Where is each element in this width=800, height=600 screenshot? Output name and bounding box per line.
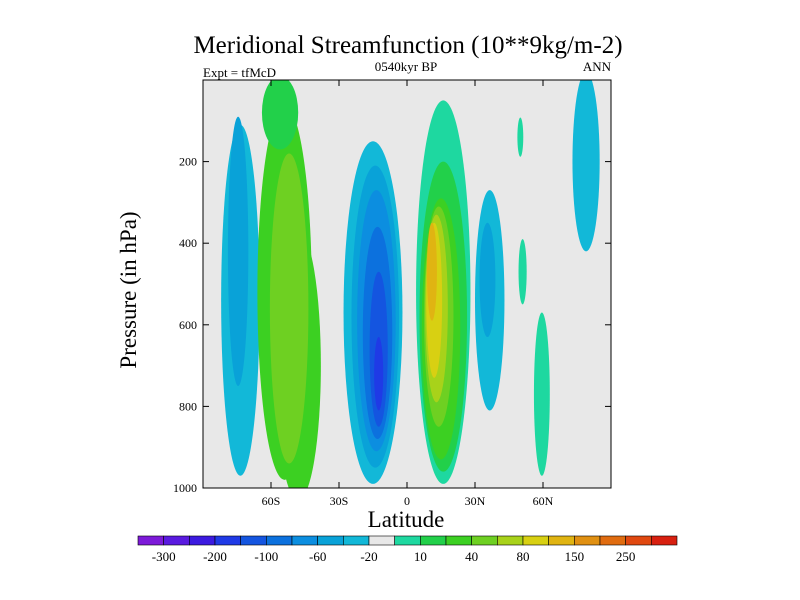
colorbar-swatch bbox=[625, 535, 652, 546]
colorbar-swatch bbox=[522, 535, 549, 546]
ferrel-cell-south-core bbox=[269, 153, 309, 464]
x-axis-label: Latitude bbox=[368, 507, 445, 532]
chart-title: Meridional Streamfunction (10**9kg/m-2) bbox=[193, 32, 622, 59]
hadley-cell-north-core bbox=[426, 222, 437, 321]
y-tick-label: 1000 bbox=[173, 481, 197, 495]
colorbar-swatch bbox=[343, 535, 370, 546]
colorbar-swatch bbox=[137, 535, 164, 546]
colorbar-label: 80 bbox=[517, 549, 530, 564]
colorbar-label: -300 bbox=[152, 549, 176, 564]
season-label: ANN bbox=[583, 59, 612, 74]
axis-ticks: 60S 30S 0 30N 60N 200 400 600 800 1000 bbox=[173, 80, 611, 508]
colorbar-swatch bbox=[599, 535, 626, 546]
x-tick-label: 30N bbox=[465, 494, 486, 508]
colorbar-label: -20 bbox=[360, 549, 377, 564]
colorbar-swatch bbox=[651, 535, 678, 546]
x-tick-label: 30S bbox=[330, 494, 349, 508]
x-tick-label: 60S bbox=[262, 494, 281, 508]
ferrel-cell-north-inner bbox=[479, 222, 496, 338]
x-tick-label: 60N bbox=[533, 494, 554, 508]
colorbar-label: 250 bbox=[616, 549, 636, 564]
y-tick-label: 800 bbox=[179, 399, 197, 413]
colorbar-swatch bbox=[189, 535, 216, 546]
polar-cell-north-fleck bbox=[517, 117, 524, 157]
colorbar-label: -200 bbox=[203, 549, 227, 564]
experiment-label: Expt = tfMcD bbox=[203, 65, 276, 80]
colorbar-label: -100 bbox=[254, 549, 278, 564]
time-label: 0540kyr BP bbox=[375, 59, 437, 74]
colorbar-swatch bbox=[471, 535, 498, 546]
colorbar-swatch bbox=[445, 535, 472, 546]
colorbar-swatch bbox=[497, 535, 524, 546]
colorbar-swatch bbox=[214, 535, 241, 546]
y-axis-label: Pressure (in hPa) bbox=[116, 211, 141, 368]
colorbar-swatch bbox=[548, 535, 575, 546]
hadley-cell-south-core bbox=[374, 337, 384, 411]
colorbar-swatch bbox=[163, 535, 190, 546]
colorbar-swatch bbox=[317, 535, 344, 546]
y-tick-label: 400 bbox=[179, 236, 197, 250]
colorbar-label: -60 bbox=[309, 549, 326, 564]
colorbar-swatch bbox=[574, 535, 601, 546]
plot-area bbox=[202, 79, 612, 489]
colorbar-swatch bbox=[266, 535, 293, 546]
ferrel-cell-south-top bbox=[261, 80, 299, 150]
y-tick-label: 200 bbox=[179, 155, 197, 169]
colorbar-swatch bbox=[420, 535, 447, 546]
polar-cell-south-inner bbox=[227, 116, 249, 386]
colorbar-swatch bbox=[240, 535, 267, 546]
polar-cell-north-sliver bbox=[518, 239, 527, 305]
colorbar-swatch bbox=[394, 535, 421, 546]
x-tick-label: 0 bbox=[404, 494, 410, 508]
colorbar: -300 -200 -100 -60 -20 10 40 80 150 250 bbox=[137, 535, 678, 564]
colorbar-swatch bbox=[291, 535, 318, 546]
colorbar-swatch bbox=[368, 535, 395, 546]
polar-cell-north bbox=[533, 312, 550, 476]
colorbar-label: 150 bbox=[565, 549, 585, 564]
colorbar-label: 40 bbox=[465, 549, 478, 564]
y-tick-label: 600 bbox=[179, 318, 197, 332]
arctic-cell bbox=[572, 80, 600, 252]
colorbar-label: 10 bbox=[414, 549, 427, 564]
